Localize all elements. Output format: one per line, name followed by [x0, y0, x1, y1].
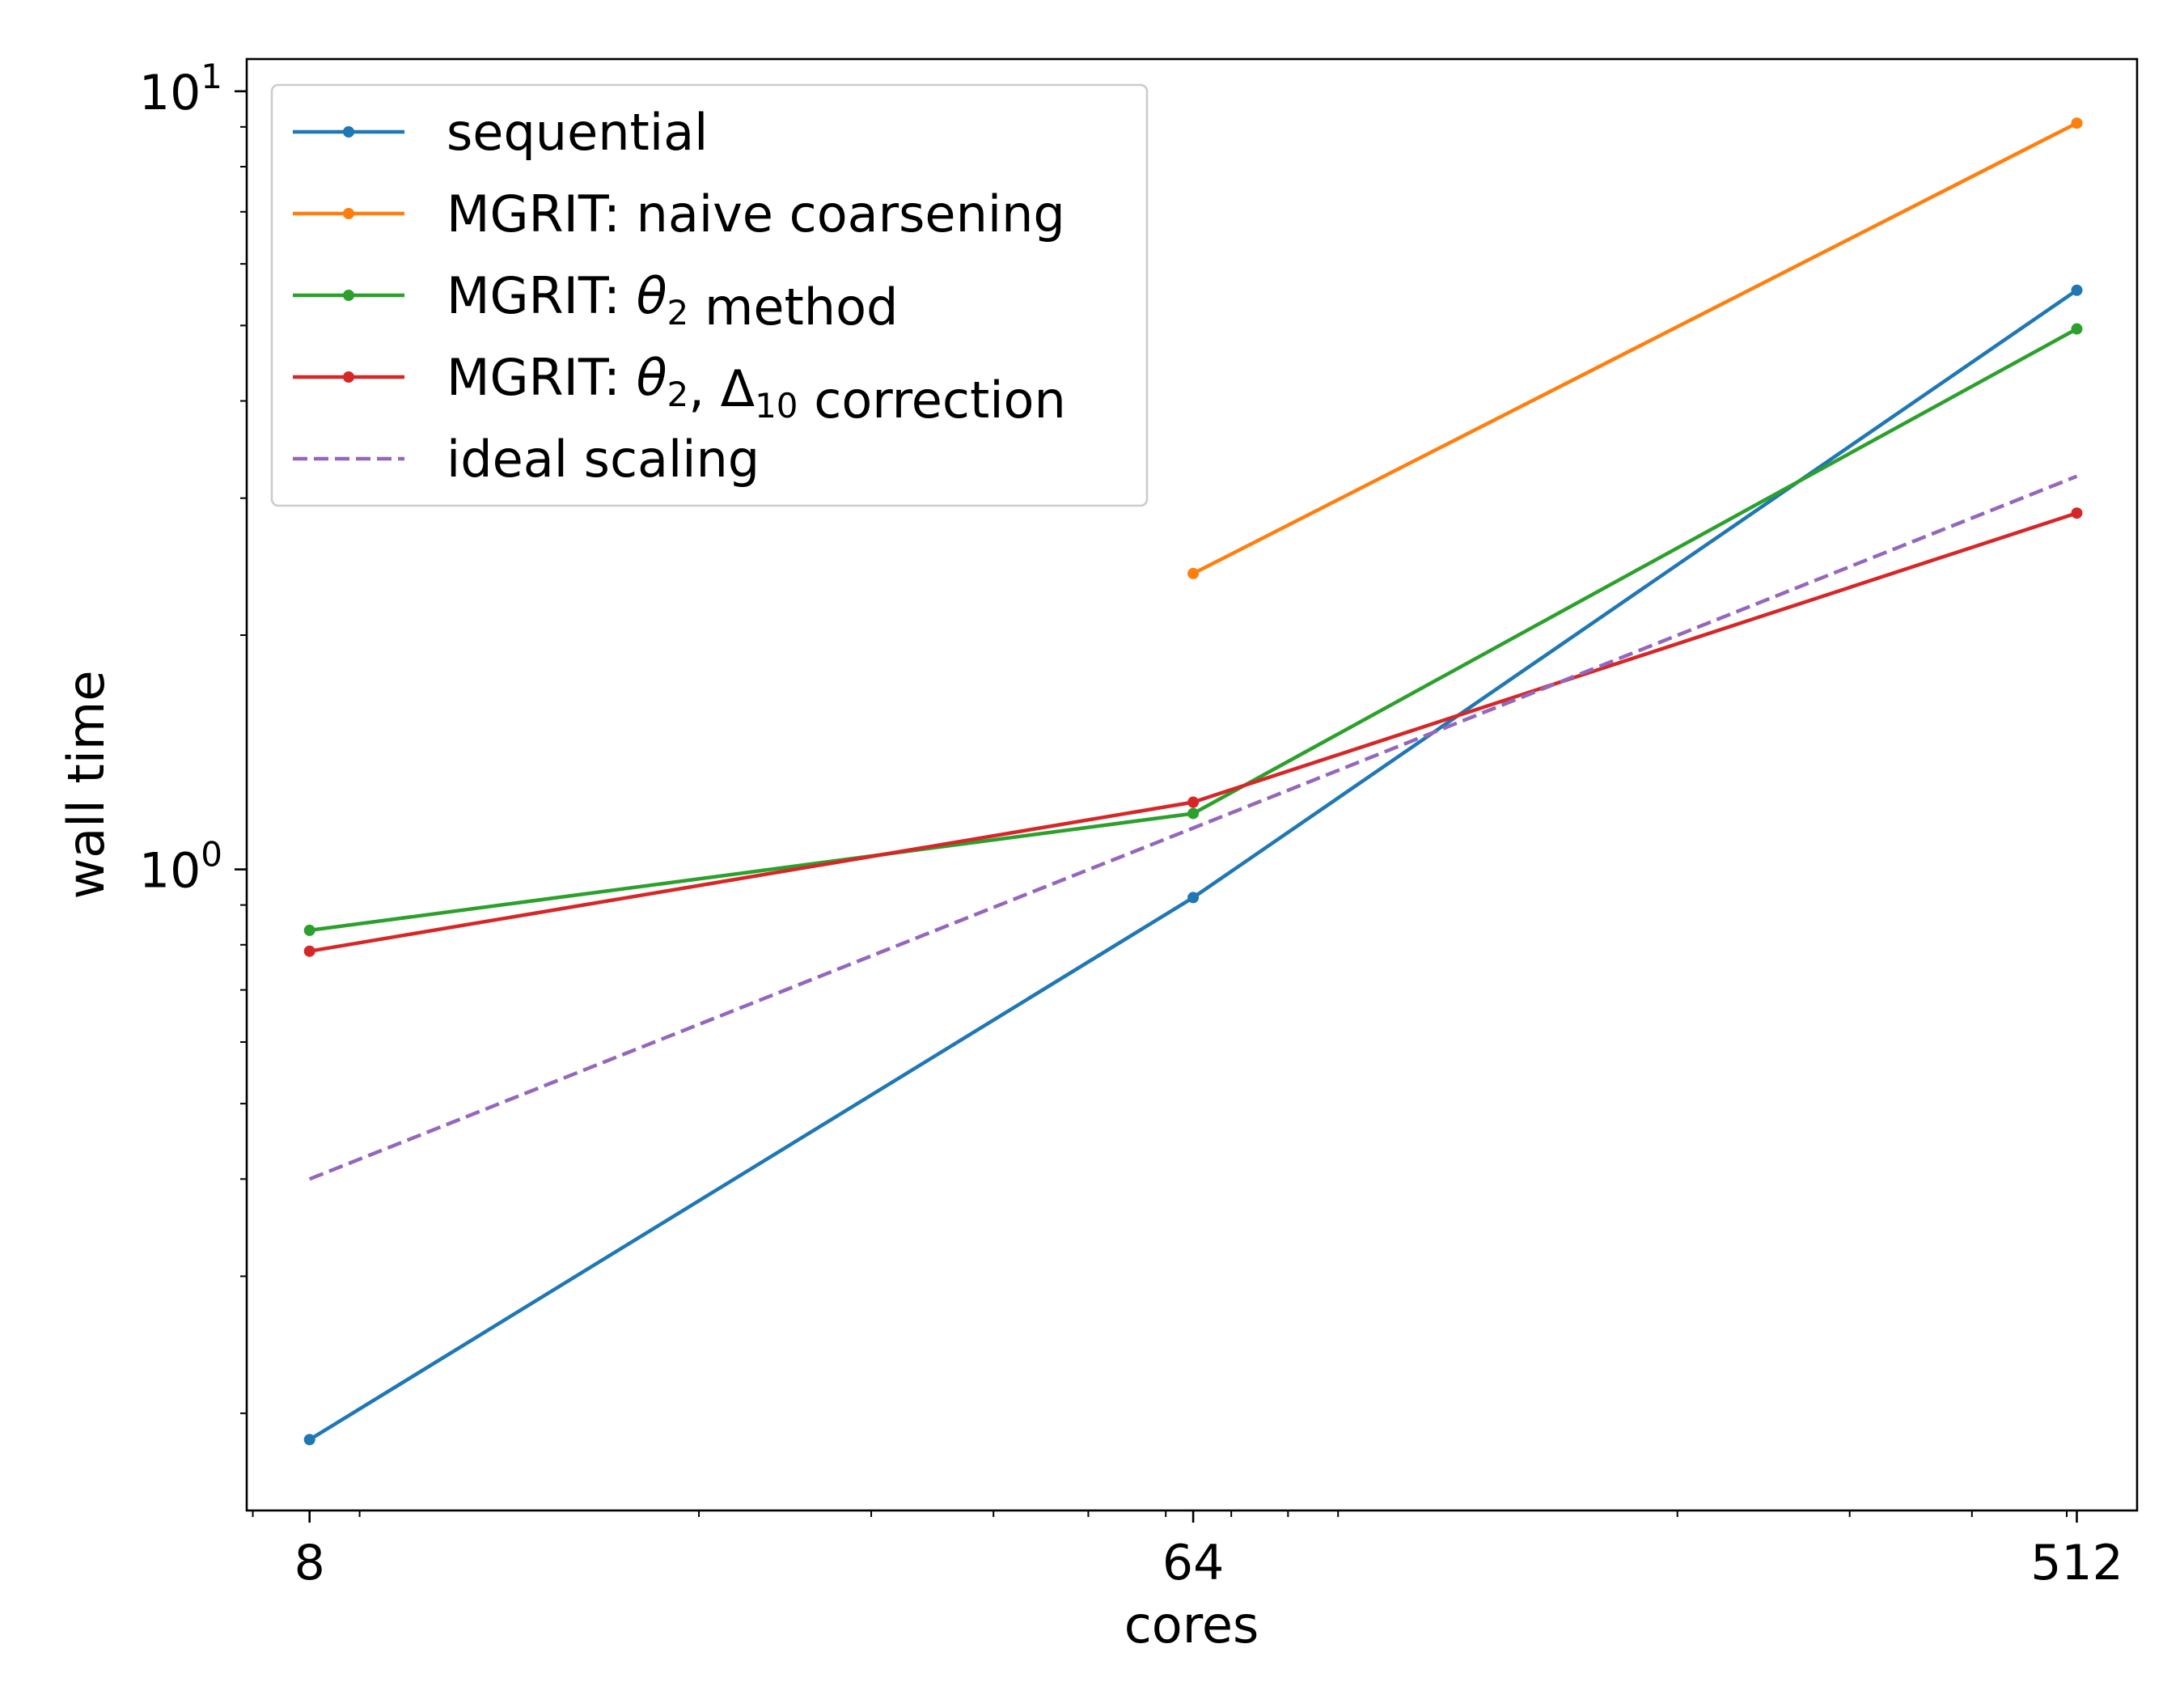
legend-marker	[343, 290, 354, 301]
plot-frame	[245, 57, 2139, 1512]
legend-marker	[343, 126, 354, 138]
data-point	[1187, 796, 1200, 808]
legend-label: sequential	[447, 103, 708, 162]
legend-label: MGRIT: naive coarsening	[447, 184, 1065, 244]
legend-marker	[343, 371, 354, 383]
series-layer	[303, 117, 2083, 1446]
x-axis-label: cores	[1124, 1595, 1259, 1655]
x-tick-label: 64	[1162, 1535, 1224, 1591]
x-tick-label: 8	[294, 1535, 325, 1591]
data-point	[1187, 807, 1200, 820]
major-ticks: 8 64 512 100 101	[139, 57, 2123, 1591]
data-point	[2071, 507, 2083, 519]
data-point	[303, 1434, 315, 1446]
series-line	[1192, 121, 2078, 575]
legend-label: MGRIT: θ2, Δ10 correction	[447, 348, 1066, 430]
data-point	[1187, 567, 1200, 579]
x-tick-label: 512	[2030, 1535, 2123, 1591]
data-point	[2071, 117, 2083, 129]
minor-ticks	[240, 125, 2068, 1517]
legend: sequential MGRIT: naive coarsening MGRIT: …	[270, 83, 1149, 507]
legend-label: ideal scaling	[447, 430, 760, 489]
data-point	[303, 945, 315, 957]
data-point	[2071, 323, 2083, 335]
y-axis-label: wall time	[57, 671, 116, 900]
legend-box	[270, 83, 1149, 507]
series-line	[308, 474, 2078, 1181]
data-point	[2071, 284, 2083, 296]
legend-marker	[343, 208, 354, 219]
data-point	[303, 924, 315, 936]
y-tick-label: 101	[139, 57, 222, 121]
legend-label: MGRIT: θ2 method	[447, 266, 898, 337]
data-point	[1187, 892, 1200, 904]
y-tick-label: 100	[139, 835, 222, 900]
